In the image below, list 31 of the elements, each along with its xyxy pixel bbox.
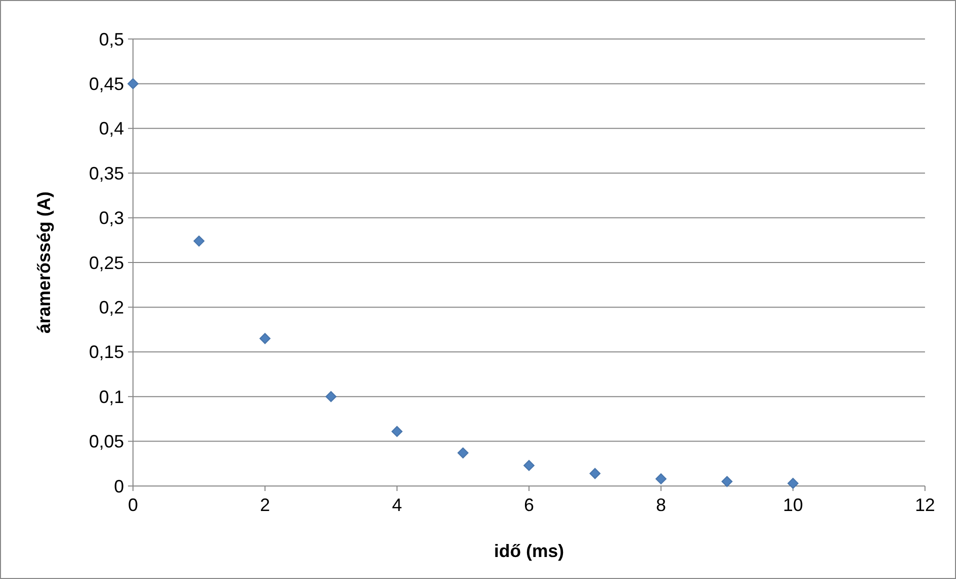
x-tick-label: 0 <box>128 495 138 515</box>
point <box>590 468 600 479</box>
y-tick-label: 0,4 <box>98 118 124 139</box>
y-tick-label: 0,1 <box>98 386 124 407</box>
y-tick-label: 0,35 <box>88 163 124 184</box>
point <box>128 78 138 90</box>
x-axis-title: idő (ms) <box>494 541 564 561</box>
x-tick-label: 10 <box>782 495 804 515</box>
point <box>260 332 270 344</box>
y-tick-label: 0,15 <box>88 342 124 362</box>
point <box>392 426 402 437</box>
point <box>524 460 534 471</box>
y-tick-label: 0,05 <box>88 432 124 452</box>
point <box>194 236 204 247</box>
point <box>788 478 798 489</box>
point <box>458 447 468 458</box>
y-tick-label: 0,2 <box>98 298 124 318</box>
y-tick-label: 0 <box>114 476 124 496</box>
y-tick-label: 0,5 <box>98 29 124 50</box>
y-axis-title: áramerősség (A) <box>34 191 54 334</box>
point <box>722 476 732 488</box>
point <box>326 391 336 402</box>
y-tick-label: 0,45 <box>88 74 124 94</box>
x-tick-label: 2 <box>260 495 270 515</box>
x-tick-label: 8 <box>656 495 666 515</box>
x-tick-label: 4 <box>392 495 402 515</box>
x-tick-label: 6 <box>524 495 534 515</box>
point <box>656 473 666 484</box>
y-tick-label: 0,3 <box>98 208 124 228</box>
x-tick-label: 12 <box>914 495 936 515</box>
y-tick-label: 0,25 <box>88 252 124 273</box>
